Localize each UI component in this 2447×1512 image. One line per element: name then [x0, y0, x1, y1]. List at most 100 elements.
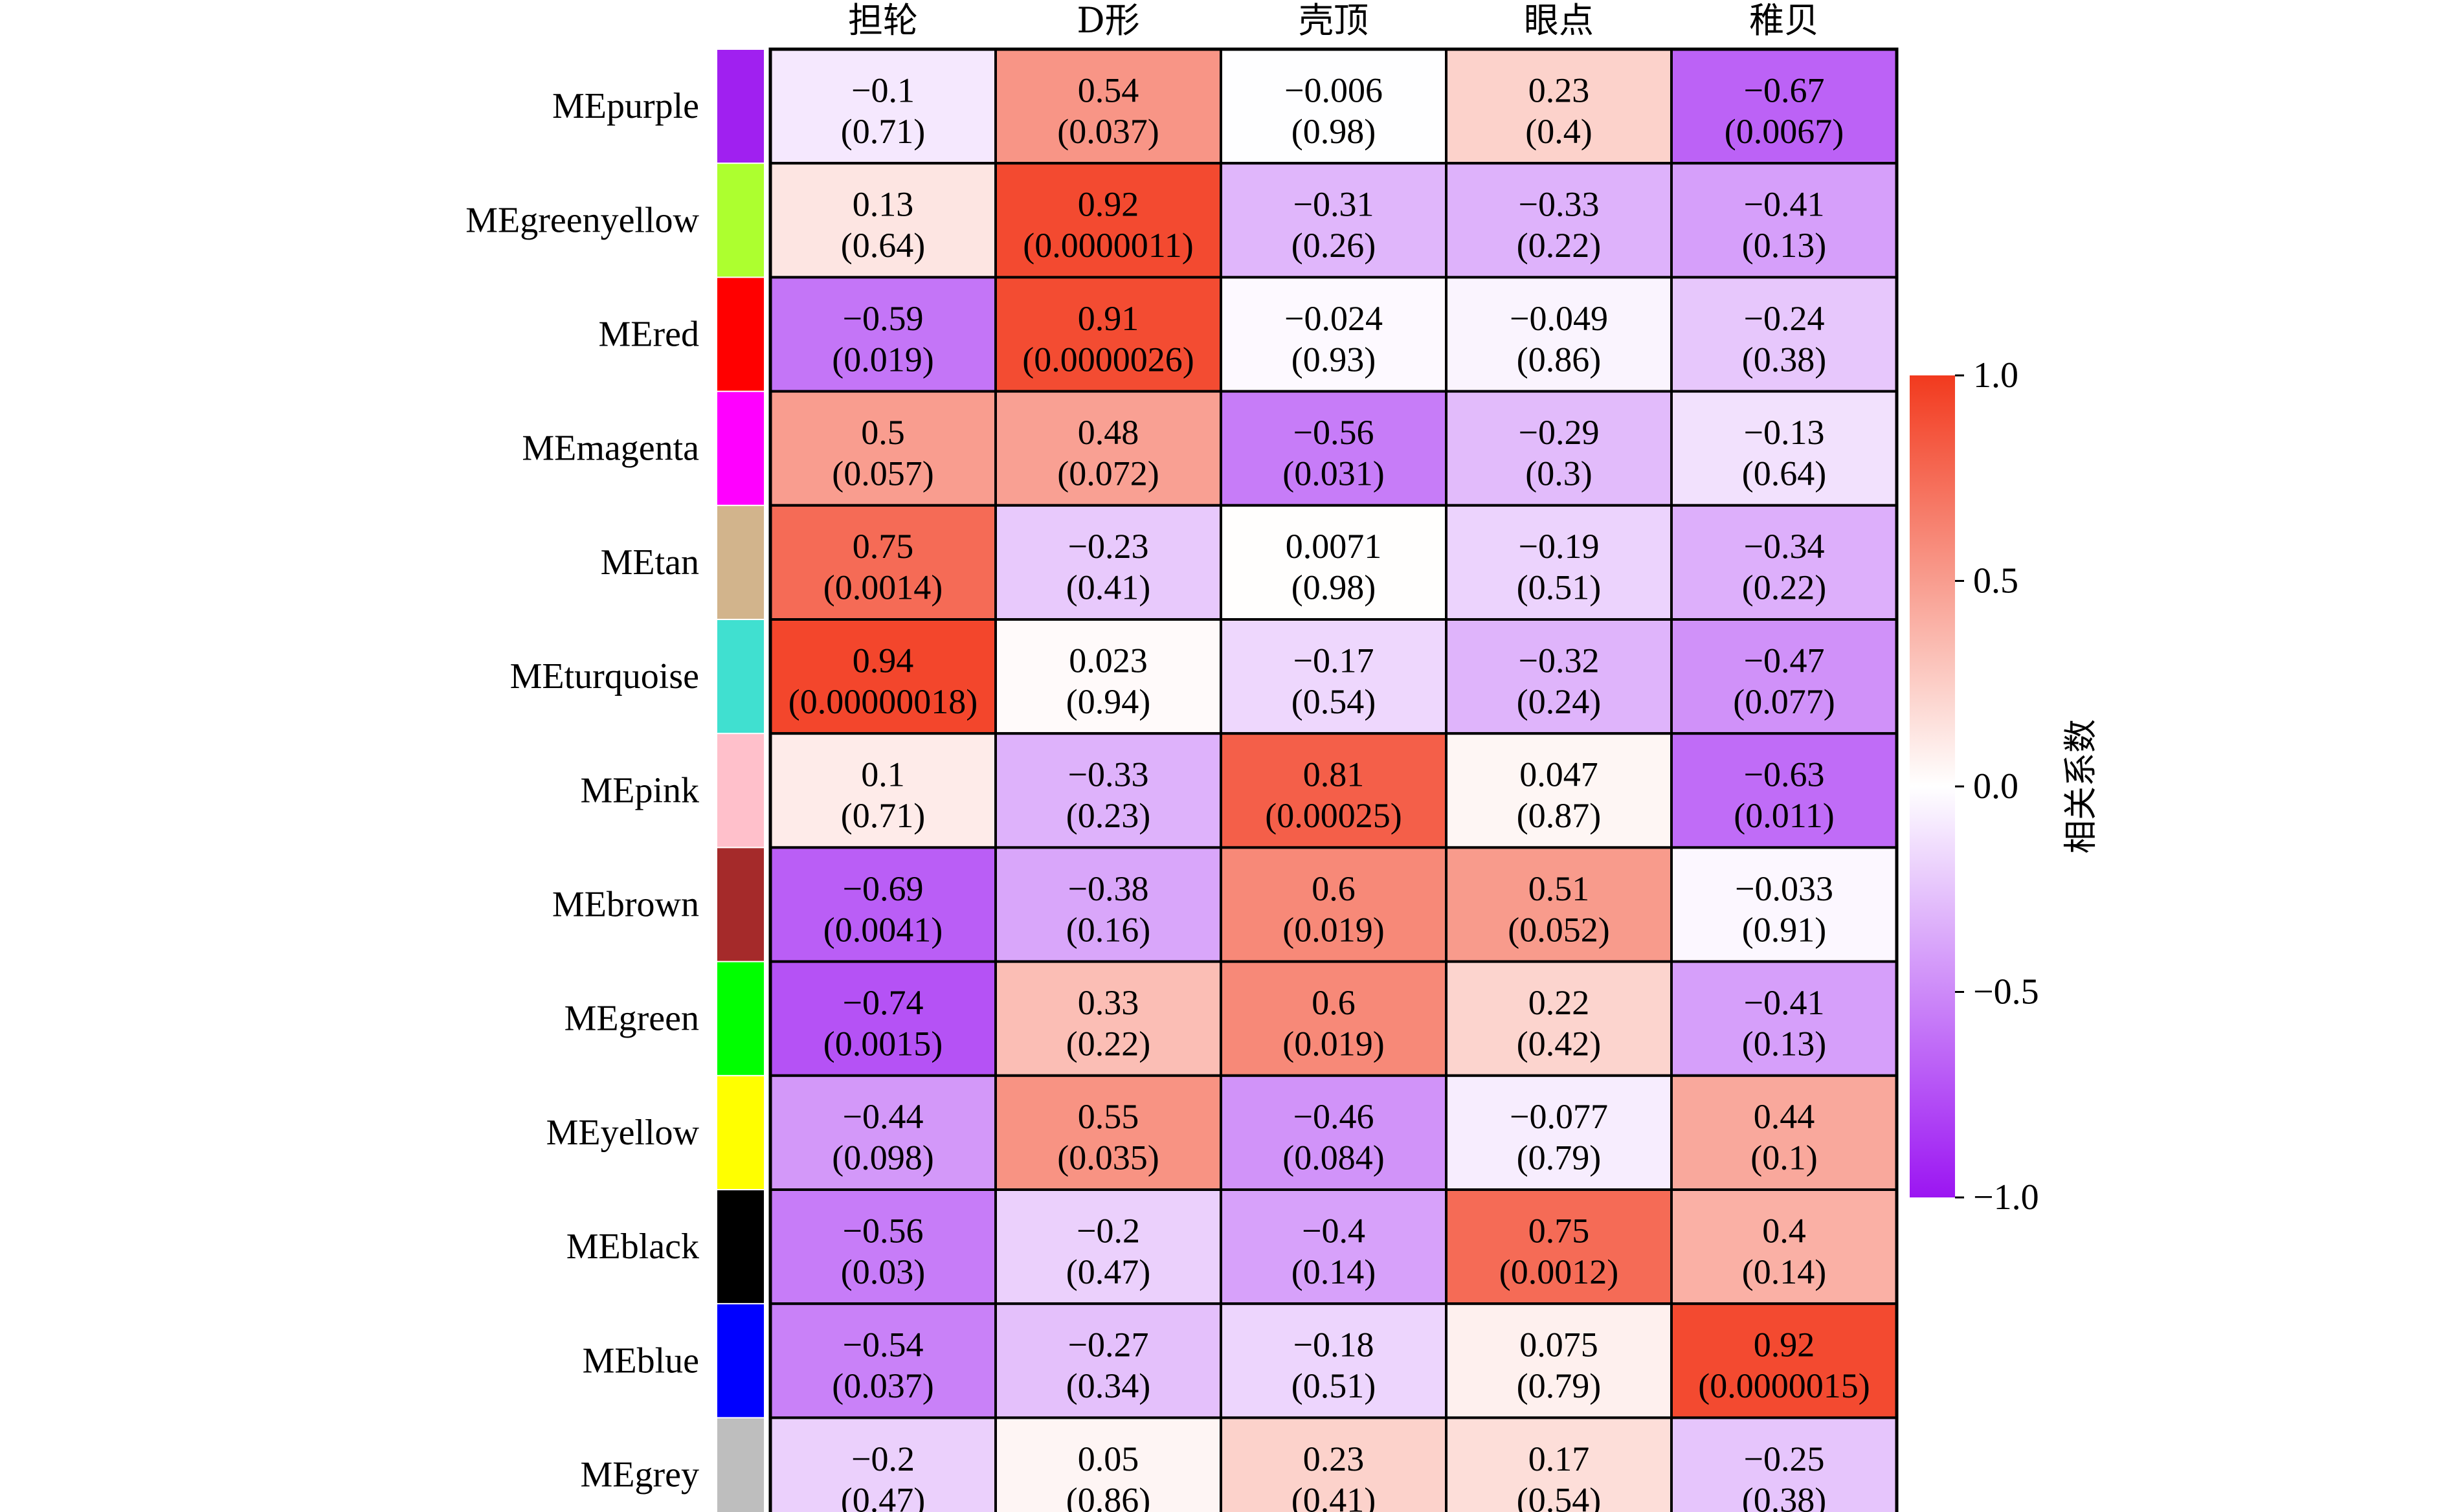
cell-p-value-label: (0.34)	[1066, 1366, 1150, 1405]
row-label: MEtan	[601, 542, 699, 583]
cell-value-label: −0.69	[843, 869, 924, 908]
cell-value-label: 0.023	[1069, 641, 1148, 680]
heatmap-cell	[1445, 618, 1673, 735]
legend-tick-label: −0.5	[1973, 972, 2039, 1012]
cell-p-value-label: (0.98)	[1291, 112, 1376, 151]
cell-p-value-label: (0.42)	[1517, 1024, 1601, 1063]
cell-value-label: 0.33	[1078, 983, 1139, 1022]
cell-p-value-label: (0.011)	[1734, 796, 1834, 835]
heatmap-cell	[1445, 846, 1673, 963]
cell-p-value-label: (0.47)	[1066, 1252, 1150, 1291]
column-label: 担轮	[848, 0, 918, 41]
cell-p-value-label: (0.98)	[1291, 568, 1376, 607]
cell-value-label: 0.05	[1078, 1440, 1139, 1478]
row-label: MEgrey	[580, 1455, 699, 1495]
heatmap-cell	[769, 1074, 997, 1192]
cell-p-value-label: (0.79)	[1517, 1366, 1601, 1405]
heatmap-cell	[1445, 390, 1673, 507]
color-legend: 1.0 0.5 0.0 −0.5 −1.0 相关系数	[1910, 355, 2101, 1217]
heatmap-cell	[1220, 618, 1447, 735]
cell-value-label: −0.74	[843, 983, 924, 1022]
cell-value-label: −0.47	[1744, 641, 1825, 680]
cell-value-label: −0.29	[1519, 413, 1600, 452]
cell-p-value-label: (0.0012)	[1499, 1252, 1618, 1291]
heatmap-cell	[1220, 390, 1447, 507]
heatmap-cell	[1670, 1416, 1898, 1512]
cell-p-value-label: (0.13)	[1742, 1024, 1826, 1063]
cell-value-label: −0.41	[1744, 983, 1825, 1022]
row-label: MEturquoise	[510, 656, 699, 696]
cell-value-label: −0.32	[1519, 641, 1600, 680]
heatmap-cell	[1670, 960, 1898, 1077]
heatmap-cell	[769, 504, 997, 621]
module-color-swatch	[717, 620, 764, 733]
heatmap-cell	[994, 618, 1222, 735]
legend-tick-label: 0.0	[1973, 766, 2018, 806]
cell-p-value-label: (0.0067)	[1725, 112, 1844, 151]
cell-value-label: 0.54	[1078, 71, 1139, 109]
column-label: D形	[1077, 0, 1139, 41]
cell-p-value-label: (0.41)	[1066, 568, 1150, 607]
row-label: MEblack	[566, 1227, 699, 1267]
cell-p-value-label: (0.94)	[1066, 682, 1150, 721]
cell-p-value-label: (0.077)	[1733, 682, 1835, 721]
cell-value-label: 0.5	[861, 413, 905, 452]
cell-p-value-label: (0.072)	[1057, 454, 1159, 493]
cell-p-value-label: (0.0000026)	[1022, 340, 1194, 379]
cell-value-label: −0.13	[1744, 413, 1825, 452]
heatmap-cell	[1670, 1188, 1898, 1306]
heatmap-cell	[1445, 1074, 1673, 1192]
cell-p-value-label: (0.71)	[841, 796, 925, 835]
cell-p-value-label: (0.22)	[1066, 1024, 1150, 1063]
heatmap-cell	[1670, 846, 1898, 963]
cell-p-value-label: (0.037)	[832, 1366, 933, 1405]
cell-p-value-label: (0.93)	[1291, 340, 1376, 379]
cell-value-label: −0.34	[1744, 527, 1825, 566]
cell-p-value-label: (0.0000011)	[1023, 226, 1193, 265]
cell-p-value-label: (0.0015)	[823, 1024, 943, 1063]
module-color-swatch	[717, 50, 764, 163]
cell-value-label: 0.075	[1519, 1326, 1598, 1364]
heatmap-cell	[1220, 1074, 1447, 1192]
row-labels: MEpurple MEgreenyellow MEred MEmagenta MEtan…	[465, 86, 699, 1495]
cell-value-label: −0.31	[1293, 185, 1374, 224]
heatmap-cell	[994, 276, 1222, 393]
cell-value-label: −0.077	[1510, 1097, 1608, 1136]
cell-p-value-label: (0.13)	[1742, 226, 1826, 265]
cell-p-value-label: (0.052)	[1508, 910, 1609, 949]
heatmap-cell	[1445, 1416, 1673, 1512]
heatmap-cell	[1220, 960, 1447, 1077]
cell-p-value-label: (0.03)	[841, 1252, 925, 1291]
cell-p-value-label: (0.3)	[1525, 454, 1592, 493]
cell-p-value-label: (0.54)	[1517, 1480, 1601, 1512]
heatmap-cell	[769, 1416, 997, 1512]
column-labels: 担轮 D形 壳顶 眼点 稚贝	[848, 0, 1819, 41]
row-label: MEgreenyellow	[465, 200, 699, 240]
cell-p-value-label: (0.057)	[832, 454, 933, 493]
row-label: MEmagenta	[522, 428, 699, 469]
legend-title: 相关系数	[2062, 719, 2101, 854]
cell-value-label: 0.1	[861, 755, 905, 794]
cell-p-value-label: (0.54)	[1291, 682, 1376, 721]
cell-value-label: 0.23	[1303, 1440, 1365, 1478]
cell-p-value-label: (0.64)	[1742, 454, 1826, 493]
cell-value-label: 0.22	[1528, 983, 1590, 1022]
cell-p-value-label: (0.16)	[1066, 910, 1150, 949]
heatmap-cell	[994, 846, 1222, 963]
cell-p-value-label: (0.86)	[1517, 340, 1601, 379]
cell-p-value-label: (0.87)	[1517, 796, 1601, 835]
cell-value-label: 0.55	[1078, 1097, 1139, 1136]
module-color-swatch	[717, 1076, 764, 1189]
cell-value-label: 0.92	[1078, 185, 1139, 224]
cell-p-value-label: (0.51)	[1517, 568, 1601, 607]
cell-p-value-label: (0.00025)	[1265, 796, 1402, 835]
legend-tick-label: 1.0	[1973, 355, 2018, 395]
heatmap-cell	[769, 1188, 997, 1306]
heatmap-cell	[1445, 276, 1673, 393]
module-color-swatch	[717, 392, 764, 505]
heatmap-cell	[1445, 1188, 1673, 1306]
cell-value-label: −0.24	[1744, 299, 1825, 338]
cell-p-value-label: (0.47)	[841, 1480, 925, 1512]
cell-value-label: 0.047	[1519, 755, 1598, 794]
